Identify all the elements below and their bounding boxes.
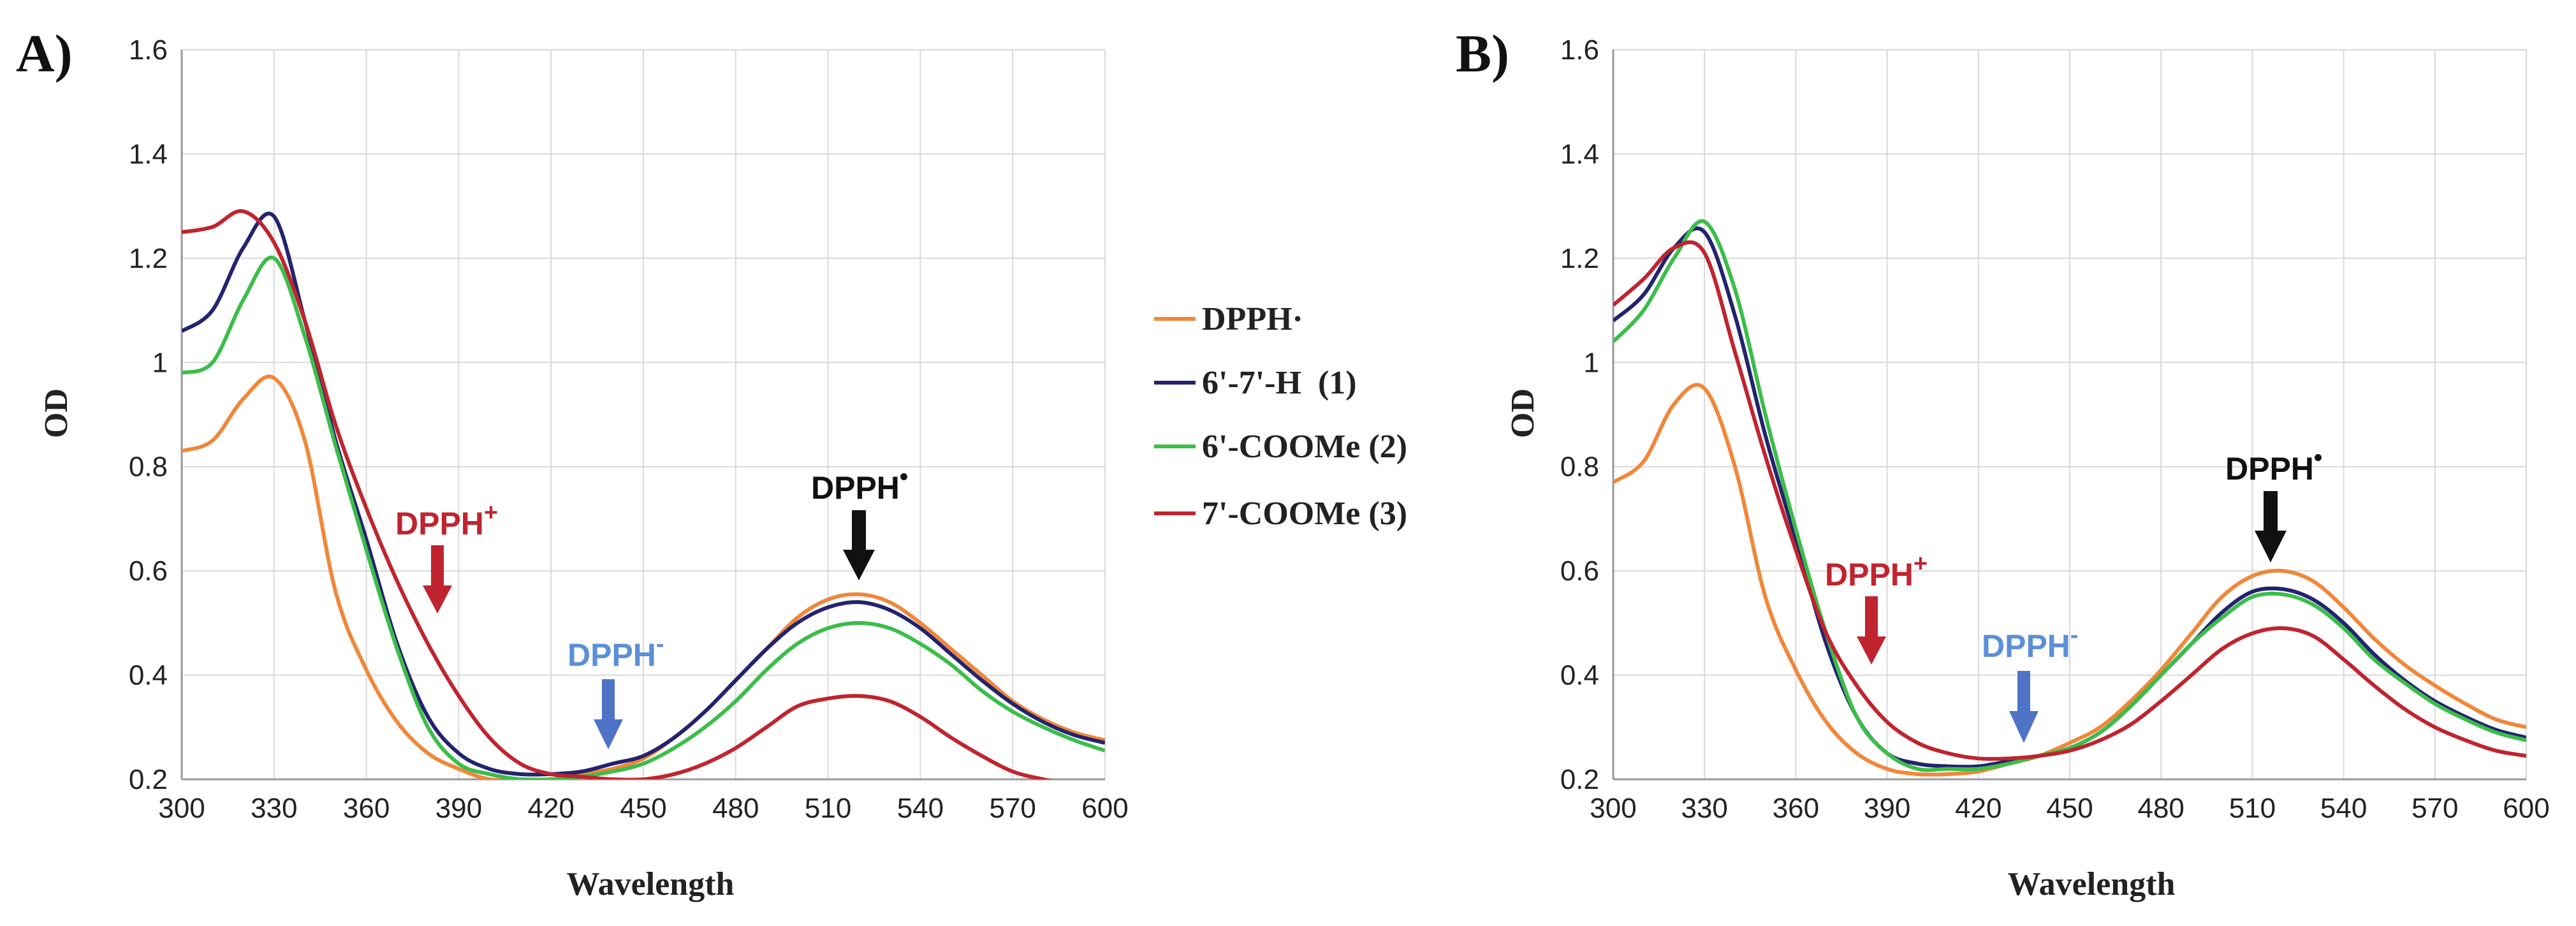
legend-item: 7'-COOMe (3) [1154,496,1407,532]
panel-b-ticks: 300 330 360 390 420 450 480 510 540 570 600 0.2 0.4 0… [1560,34,2550,824]
y-tick-label: 0.6 [1560,555,1599,587]
y-tick-label: 0.2 [129,764,168,795]
y-tick-label: 0.4 [129,660,168,691]
y-tick-label: 0.4 [1560,660,1599,691]
y-tick-label: 1 [1584,347,1599,378]
panel-b-annotation-dpph-plus: DPPH+ [1825,550,1928,665]
x-tick-label: 510 [2229,793,2276,824]
x-tick-label: 390 [435,793,482,824]
legend-item: 6'-7'-H (1) [1154,365,1357,401]
x-tick-label: 330 [1681,793,1727,824]
annotation-superscript: - [2070,622,2079,649]
y-tick-label: 0.2 [1560,764,1599,795]
panel-b-series [1613,219,2526,777]
panel-a-annotation-dpph-minus: DPPH- [567,631,664,749]
svg-text:DPPH·: DPPH· [1202,301,1303,337]
svg-text:DPPH•: DPPH• [811,464,908,506]
svg-text:DPPH-: DPPH- [1982,622,2079,664]
panel-a: A) 300 330 360 390 420 450 480 510 540 570 600 0.2 0… [16,24,1129,902]
x-tick-label: 300 [1590,793,1636,824]
series-line [1613,219,2526,772]
y-tick-label: 1.4 [1560,138,1599,170]
panel-a-series [182,209,1105,779]
svg-text:DPPH+: DPPH+ [1825,550,1928,592]
svg-text:DPPH-: DPPH- [567,631,664,673]
series-line [1613,240,2526,761]
x-tick-label: 450 [2046,793,2093,824]
panel-b-annotation-dpph-minus: DPPH- [1982,622,2079,743]
x-tick-label: 570 [989,793,1036,824]
y-tick-label: 1.6 [1560,34,1599,66]
x-tick-label: 540 [897,793,944,824]
annotation-superscript: - [656,631,664,658]
x-tick-label: 600 [1081,793,1128,824]
panel-b-annotation-dpph-radical: DPPH• [2225,445,2322,562]
legend-item: 6'-COOMe (2) [1154,429,1407,465]
x-tick-label: 420 [527,793,574,824]
x-tick-label: 540 [2320,793,2367,824]
panel-a-y-axis-title: OD [38,388,75,438]
panel-b: B) 300 330 360 390 420 450 480 510 540 570 600 0.2 0… [1456,24,2550,902]
x-tick-label: 510 [805,793,851,824]
x-tick-label: 480 [712,793,759,824]
y-tick-label: 1.2 [1560,243,1599,274]
x-tick-label: 300 [158,793,205,824]
annotation-superscript: • [2314,445,2322,471]
svg-text:6'-7'-H (1): 6'-7'-H (1) [1202,365,1357,401]
y-tick-label: 0.6 [129,555,168,587]
y-tick-label: 1.6 [129,34,168,66]
panel-a-x-axis-title: Wavelength [567,866,735,902]
legend-item: DPPH· [1154,301,1303,337]
x-tick-label: 330 [251,793,297,824]
y-tick-label: 0.8 [129,452,168,483]
panel-b-axes [1612,50,2526,781]
annotation-superscript: + [484,499,498,526]
svg-text:DPPH•: DPPH• [2225,445,2322,487]
annotation-superscript: + [1914,550,1928,577]
x-tick-label: 390 [1864,793,1910,824]
x-tick-label: 450 [620,793,666,824]
series-line [182,255,1105,779]
annotation-label: DPPH [395,506,484,541]
y-tick-label: 1.2 [129,243,168,274]
panel-label-a: A) [16,24,73,84]
annotation-superscript: • [900,464,908,490]
x-tick-label: 360 [1773,793,1819,824]
x-tick-label: 600 [2503,793,2549,824]
series-line [182,209,1053,779]
annotation-label: DPPH [1982,628,2070,664]
x-tick-label: 360 [343,793,390,824]
y-tick-label: 0.8 [1560,452,1599,483]
annotation-label: DPPH [811,470,900,506]
svg-text:6'-COOMe (2): 6'-COOMe (2) [1202,429,1407,465]
legend: DPPH· 6'-7'-H (1) 6'-COOMe (2) 7'-COOMe … [1154,301,1407,532]
x-tick-label: 420 [1955,793,2002,824]
x-tick-label: 480 [2137,793,2184,824]
annotation-label: DPPH [567,637,656,673]
annotation-label: DPPH [2225,451,2314,487]
annotation-label: DPPH [1825,557,1914,592]
panel-a-annotation-dpph-radical: DPPH• [811,464,908,580]
panel-label-b: B) [1456,24,1509,84]
panel-b-x-axis-title: Wavelength [2008,866,2176,902]
panel-a-annotation-dpph-plus: DPPH+ [395,499,498,614]
panel-b-y-axis-title: OD [1505,388,1541,438]
y-tick-label: 1.4 [129,138,168,170]
svg-text:7'-COOMe (3): 7'-COOMe (3) [1202,496,1407,532]
svg-text:DPPH+: DPPH+ [395,499,498,541]
x-tick-label: 570 [2411,793,2458,824]
y-tick-label: 1 [152,347,168,378]
panel-a-ticks: 300 330 360 390 420 450 480 510 540 570 600 0.2 0.4 0… [129,34,1129,824]
series-line [182,374,1105,779]
